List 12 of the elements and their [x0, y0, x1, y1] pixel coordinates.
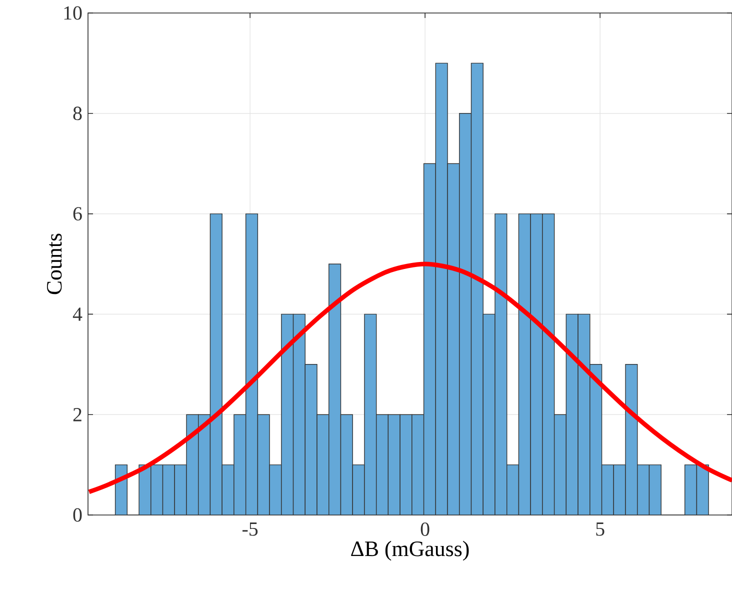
y-tick-label: 4	[72, 308, 82, 321]
y-tick-label: 0	[73, 508, 82, 522]
y-tick-label: 8	[73, 106, 82, 120]
x-tick-label: 5	[596, 522, 604, 536]
y-tick-label: 2	[73, 408, 82, 422]
y-axis-title: Counts	[46, 234, 62, 294]
line-series	[88, 262, 732, 494]
x-tick-label: 0	[420, 522, 430, 536]
x-tick-label: -5	[242, 522, 258, 536]
x-axis-title: ΔB (mGauss)	[351, 540, 469, 561]
y-tick-label: 6	[73, 207, 82, 220]
y-tick-label: 10	[64, 6, 82, 20]
